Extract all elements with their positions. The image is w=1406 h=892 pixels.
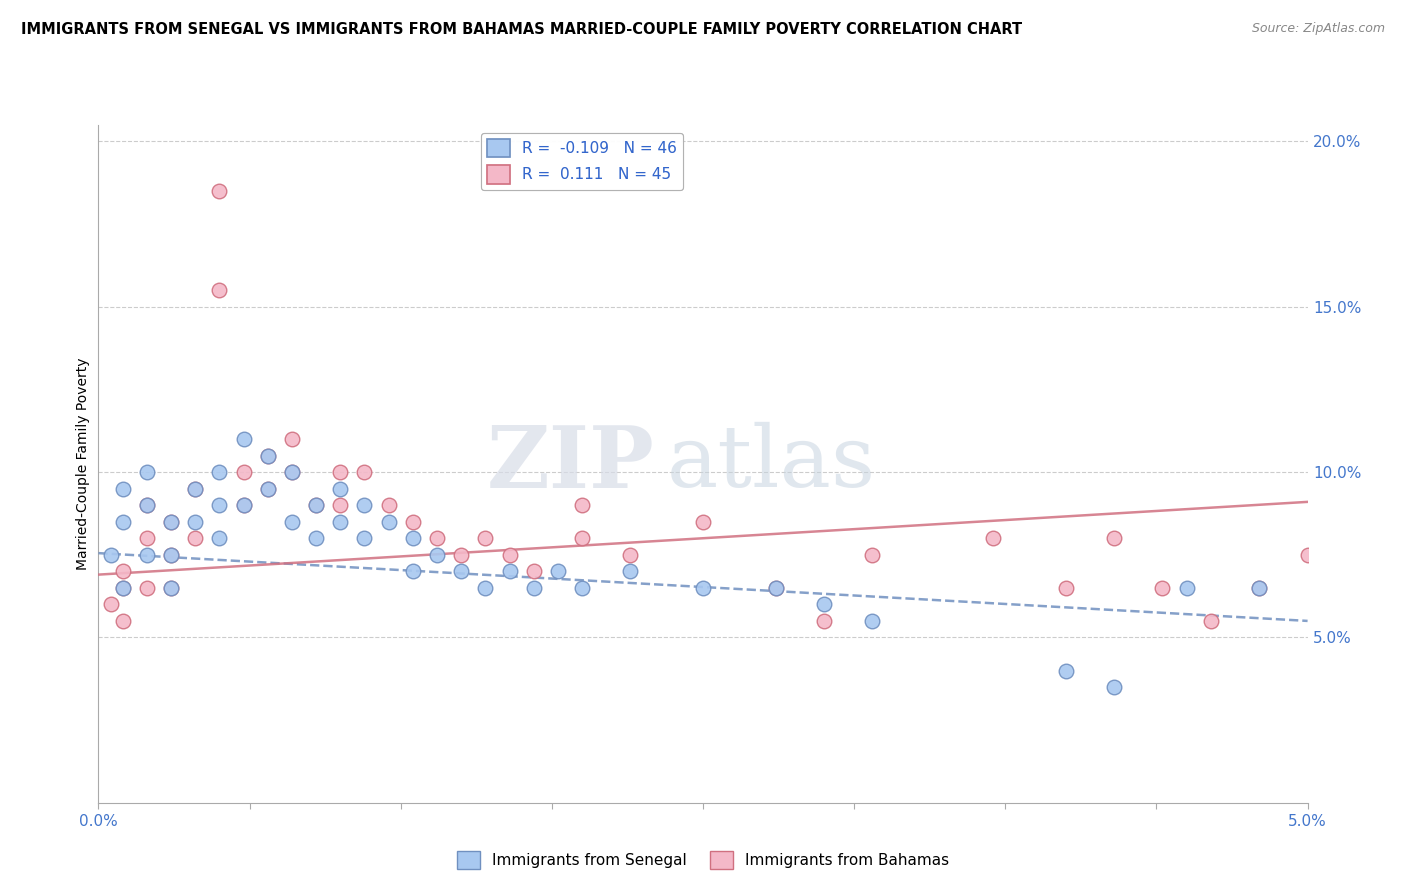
Point bbox=[377, 515, 399, 529]
Point bbox=[353, 465, 375, 479]
Point bbox=[111, 581, 134, 595]
Point bbox=[498, 548, 520, 562]
Point bbox=[1249, 581, 1271, 595]
Point bbox=[111, 581, 134, 595]
Point bbox=[256, 449, 278, 463]
Point bbox=[111, 482, 134, 496]
Point bbox=[160, 581, 183, 595]
Point bbox=[208, 184, 231, 198]
Point bbox=[329, 498, 352, 512]
Text: ZIP: ZIP bbox=[486, 422, 655, 506]
Y-axis label: Married-Couple Family Poverty: Married-Couple Family Poverty bbox=[76, 358, 90, 570]
Point bbox=[619, 564, 641, 578]
Point bbox=[765, 581, 787, 595]
Point bbox=[208, 531, 231, 545]
Point bbox=[426, 531, 449, 545]
Point bbox=[232, 498, 254, 512]
Point bbox=[1199, 614, 1222, 628]
Point bbox=[692, 515, 714, 529]
Point bbox=[184, 482, 207, 496]
Point bbox=[160, 581, 183, 595]
Point bbox=[571, 531, 593, 545]
Point bbox=[619, 548, 641, 562]
Point bbox=[160, 548, 183, 562]
Point bbox=[377, 498, 399, 512]
Point bbox=[160, 515, 183, 529]
Point bbox=[281, 432, 304, 446]
Point bbox=[692, 581, 714, 595]
Point bbox=[498, 564, 520, 578]
Point bbox=[135, 465, 157, 479]
Point bbox=[353, 531, 375, 545]
Point bbox=[450, 548, 472, 562]
Text: atlas: atlas bbox=[666, 422, 876, 506]
Point bbox=[1296, 548, 1319, 562]
Point bbox=[450, 564, 472, 578]
Point bbox=[232, 432, 254, 446]
Point bbox=[135, 498, 157, 512]
Point bbox=[474, 581, 496, 595]
Point bbox=[208, 283, 231, 297]
Point bbox=[860, 614, 883, 628]
Point bbox=[232, 498, 254, 512]
Point bbox=[402, 531, 425, 545]
Point bbox=[184, 482, 207, 496]
Point bbox=[1152, 581, 1174, 595]
Text: IMMIGRANTS FROM SENEGAL VS IMMIGRANTS FROM BAHAMAS MARRIED-COUPLE FAMILY POVERTY: IMMIGRANTS FROM SENEGAL VS IMMIGRANTS FR… bbox=[21, 22, 1022, 37]
Point bbox=[981, 531, 1004, 545]
Point bbox=[256, 449, 278, 463]
Point bbox=[135, 531, 157, 545]
Point bbox=[402, 515, 425, 529]
Point bbox=[111, 515, 134, 529]
Point bbox=[329, 482, 352, 496]
Point bbox=[426, 548, 449, 562]
Point bbox=[111, 564, 134, 578]
Point bbox=[100, 548, 122, 562]
Point bbox=[1054, 664, 1077, 678]
Point bbox=[813, 598, 835, 612]
Point bbox=[1249, 581, 1271, 595]
Point bbox=[208, 465, 231, 479]
Point bbox=[765, 581, 787, 595]
Point bbox=[547, 564, 569, 578]
Point bbox=[402, 564, 425, 578]
Point bbox=[1102, 531, 1125, 545]
Point bbox=[1102, 680, 1125, 694]
Point bbox=[329, 465, 352, 479]
Point bbox=[111, 614, 134, 628]
Point bbox=[281, 515, 304, 529]
Point bbox=[813, 614, 835, 628]
Point bbox=[523, 581, 546, 595]
Point bbox=[1175, 581, 1198, 595]
Point bbox=[523, 564, 546, 578]
Point bbox=[353, 498, 375, 512]
Point bbox=[160, 548, 183, 562]
Point bbox=[256, 482, 278, 496]
Point bbox=[135, 548, 157, 562]
Point bbox=[256, 482, 278, 496]
Point bbox=[135, 581, 157, 595]
Point bbox=[474, 531, 496, 545]
Legend: Immigrants from Senegal, Immigrants from Bahamas: Immigrants from Senegal, Immigrants from… bbox=[451, 845, 955, 875]
Point bbox=[305, 531, 328, 545]
Point bbox=[281, 465, 304, 479]
Point bbox=[329, 515, 352, 529]
Point bbox=[208, 498, 231, 512]
Point bbox=[860, 548, 883, 562]
Point bbox=[305, 498, 328, 512]
Point bbox=[305, 498, 328, 512]
Point bbox=[135, 498, 157, 512]
Point bbox=[571, 498, 593, 512]
Point bbox=[184, 515, 207, 529]
Point bbox=[232, 465, 254, 479]
Point bbox=[184, 531, 207, 545]
Point bbox=[160, 515, 183, 529]
Point bbox=[571, 581, 593, 595]
Point bbox=[1054, 581, 1077, 595]
Text: Source: ZipAtlas.com: Source: ZipAtlas.com bbox=[1251, 22, 1385, 36]
Point bbox=[281, 465, 304, 479]
Legend: R =  -0.109   N = 46, R =  0.111   N = 45: R = -0.109 N = 46, R = 0.111 N = 45 bbox=[481, 133, 683, 190]
Point bbox=[100, 598, 122, 612]
